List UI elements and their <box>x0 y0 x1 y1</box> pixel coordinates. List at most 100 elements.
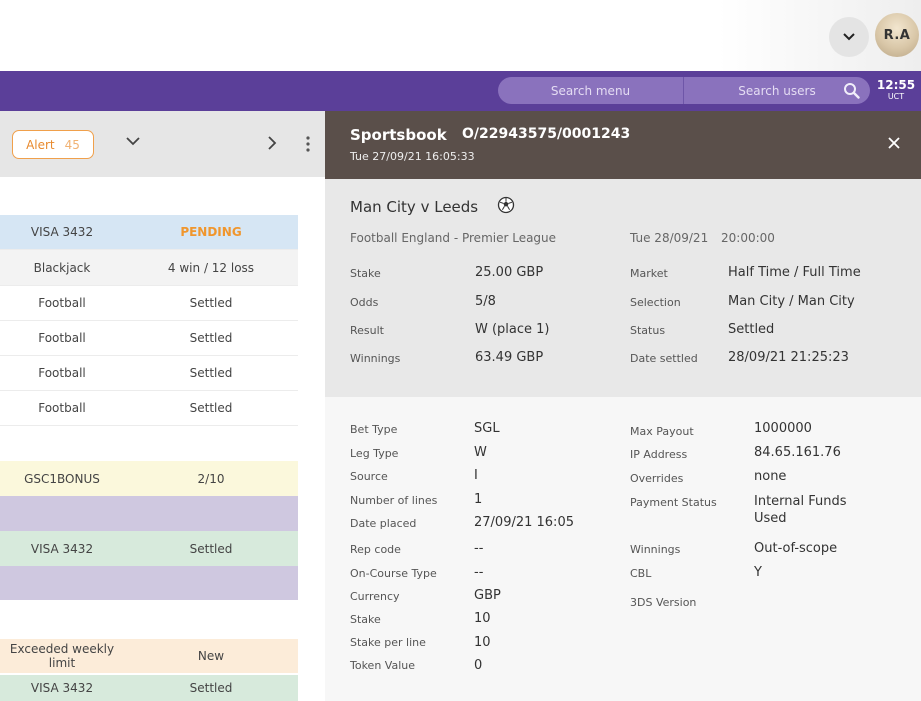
date-settled-value: 28/09/21 21:25:23 <box>728 350 849 365</box>
list-row[interactable]: GSC1BONUS 2/10 <box>0 461 298 496</box>
row-item: Football <box>38 401 86 415</box>
info-label: 3DS Version <box>630 596 697 609</box>
odds-label: Odds <box>350 296 379 309</box>
info-label: CBL <box>630 567 652 580</box>
alert-count: 45 <box>64 137 80 152</box>
info-value: -- <box>474 541 484 556</box>
info-value: Y <box>754 565 762 580</box>
clock-time: 12:55 <box>876 78 916 92</box>
row-item: Blackjack <box>33 260 91 275</box>
bet-detail-panel: Sportsbook O/22943575/0001243 Tue 27/09/… <box>325 111 921 701</box>
market-label: Market <box>630 267 668 280</box>
bet-reference: O/22943575/0001243 <box>462 126 631 142</box>
result-label: Result <box>350 324 384 337</box>
stake-value: 25.00 GBP <box>475 265 544 280</box>
info-label: Stake per line <box>350 636 426 649</box>
match-time: 20:00:00 <box>721 231 775 245</box>
info-value: Out-of-scope <box>754 541 838 556</box>
account-dropdown-button[interactable] <box>829 17 869 57</box>
info-label: Token Value <box>350 659 416 672</box>
selection-value: Man City / Man City <box>728 294 855 309</box>
search-icon[interactable] <box>843 82 860 99</box>
info-value: GBP <box>474 588 501 603</box>
date-settled-label: Date settled <box>630 352 698 365</box>
list-row[interactable]: Football Settled <box>0 356 298 391</box>
row-status: Settled <box>189 541 233 556</box>
info-label: Date placed <box>350 517 417 530</box>
list-row[interactable] <box>0 566 298 600</box>
selection-label: Selection <box>630 296 681 309</box>
avatar[interactable]: R.A <box>875 13 919 57</box>
list-row[interactable]: Football Settled <box>0 321 298 356</box>
detail-title: Sportsbook <box>350 126 447 144</box>
info-label: Number of lines <box>350 494 438 507</box>
info-value: 0 <box>474 658 483 673</box>
top-bar: R.A <box>0 0 921 71</box>
list-row[interactable]: Blackjack 4 win / 12 loss <box>0 250 298 286</box>
bet-summary: Man City v Leeds Football England - Prem… <box>325 179 921 397</box>
list-row[interactable]: VISA 3432 Settled <box>0 531 298 566</box>
match-date: Tue 28/09/21 <box>630 231 709 245</box>
info-value: 27/09/21 16:05 <box>474 515 574 530</box>
alert-button[interactable]: Alert 45 <box>12 130 94 159</box>
info-value: 84.65.161.76 <box>754 445 841 460</box>
alert-label: Alert <box>26 137 55 152</box>
info-value: 1000000 <box>754 421 812 436</box>
list-row[interactable]: Football Settled <box>0 391 298 426</box>
row-item: Exceeded weekly limit <box>9 642 115 670</box>
row-status: Settled <box>189 366 233 380</box>
clock-zone: UCT <box>887 92 905 101</box>
row-item: Football <box>38 296 86 310</box>
list-row[interactable]: VISA 3432 PENDING <box>0 215 298 250</box>
row-item: GSC1BONUS <box>24 471 100 486</box>
bet-datetime: Tue 27/09/21 16:05:33 <box>350 150 475 163</box>
chevron-down-icon[interactable] <box>126 137 140 146</box>
football-icon <box>497 196 515 214</box>
info-label: Overrides <box>630 472 684 485</box>
row-status: Settled <box>189 296 233 310</box>
list-row[interactable]: Football Settled <box>0 286 298 321</box>
info-value: SGL <box>474 421 500 436</box>
match-name: Man City v Leeds <box>350 198 479 216</box>
result-value: W (place 1) <box>475 322 550 337</box>
status-label: Status <box>630 324 666 337</box>
search-users-input[interactable]: Search users <box>684 77 870 104</box>
list-toolbar: Alert 45 <box>0 111 325 177</box>
list-row[interactable] <box>0 496 298 531</box>
info-label: IP Address <box>630 448 688 461</box>
info-value: Internal Funds Used <box>754 494 847 526</box>
row-item: VISA 3432 <box>30 681 94 695</box>
row-status: Settled <box>189 681 233 695</box>
row-item: VISA 3432 <box>30 541 94 556</box>
row-status: 2/10 <box>197 471 225 486</box>
info-value: W <box>474 445 487 460</box>
clock: 12:55 UCT <box>876 78 916 102</box>
info-value: -- <box>474 565 484 580</box>
winnings-label: Winnings <box>350 352 401 365</box>
chevron-right-icon[interactable] <box>268 136 277 150</box>
activity-list-pane: Alert 45 VISA 3432 PENDING Blackjack 4 w… <box>0 111 325 701</box>
chevron-down-icon <box>843 33 855 41</box>
row-status: PENDING <box>180 225 242 239</box>
info-label: Leg Type <box>350 447 399 460</box>
info-label: Payment Status <box>630 496 717 509</box>
stake-label: Stake <box>350 267 381 280</box>
search-users-placeholder: Search users <box>738 83 816 98</box>
info-value: 1 <box>474 492 483 507</box>
search-bar: Search menu Search users <box>498 77 870 104</box>
info-label: Stake <box>350 613 381 626</box>
row-item: Football <box>38 366 86 380</box>
market-value: Half Time / Full Time <box>728 265 861 280</box>
winnings-value: 63.49 GBP <box>475 350 544 365</box>
list-row[interactable]: VISA 3432 Settled <box>0 675 298 701</box>
info-label: Currency <box>350 590 400 603</box>
close-icon[interactable] <box>888 137 900 149</box>
row-item: Football <box>38 331 86 345</box>
info-value: I <box>474 468 478 483</box>
list-row[interactable]: Exceeded weekly limit New <box>0 639 298 673</box>
info-label: On-Course Type <box>350 567 437 580</box>
more-vertical-icon[interactable] <box>305 135 311 153</box>
row-item: VISA 3432 <box>30 225 94 239</box>
league-name: Football England - Premier League <box>350 231 557 245</box>
search-menu-input[interactable]: Search menu <box>498 77 684 104</box>
